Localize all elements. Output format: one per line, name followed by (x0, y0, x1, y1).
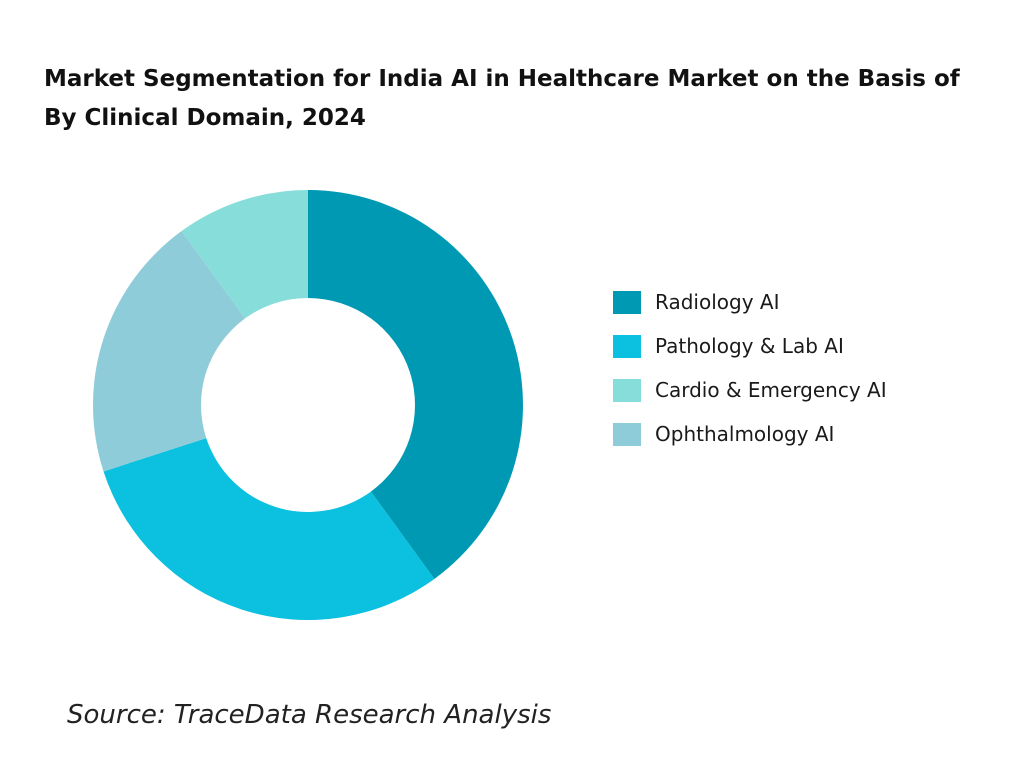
donut-slice-cardio-emergency-ai (181, 190, 308, 319)
donut-slice-ophthalmology-ai (92, 231, 246, 472)
legend-item: Cardio & Emergency AI (613, 368, 887, 412)
chart-title: Market Segmentation for India AI in Heal… (44, 66, 976, 131)
legend-swatch (613, 378, 641, 402)
legend-swatch (613, 290, 641, 314)
legend-swatch (613, 422, 641, 446)
legend-item: Ophthalmology AI (613, 412, 887, 456)
legend-item: Pathology & Lab AI (613, 324, 887, 368)
legend-label: Ophthalmology AI (655, 422, 835, 446)
legend-item: Radiology AI (613, 280, 887, 324)
legend-label: Radiology AI (655, 290, 780, 314)
source-note: Source: TraceData Research Analysis (67, 700, 552, 730)
legend-swatch (613, 334, 641, 358)
legend-label: Pathology & Lab AI (655, 334, 844, 358)
donut-slice-radiology-ai (308, 190, 524, 579)
legend-label: Cardio & Emergency AI (655, 378, 887, 402)
donut-slice-pathology-lab-ai (103, 438, 435, 620)
legend: Radiology AI Pathology & Lab AI Cardio &… (613, 280, 887, 456)
